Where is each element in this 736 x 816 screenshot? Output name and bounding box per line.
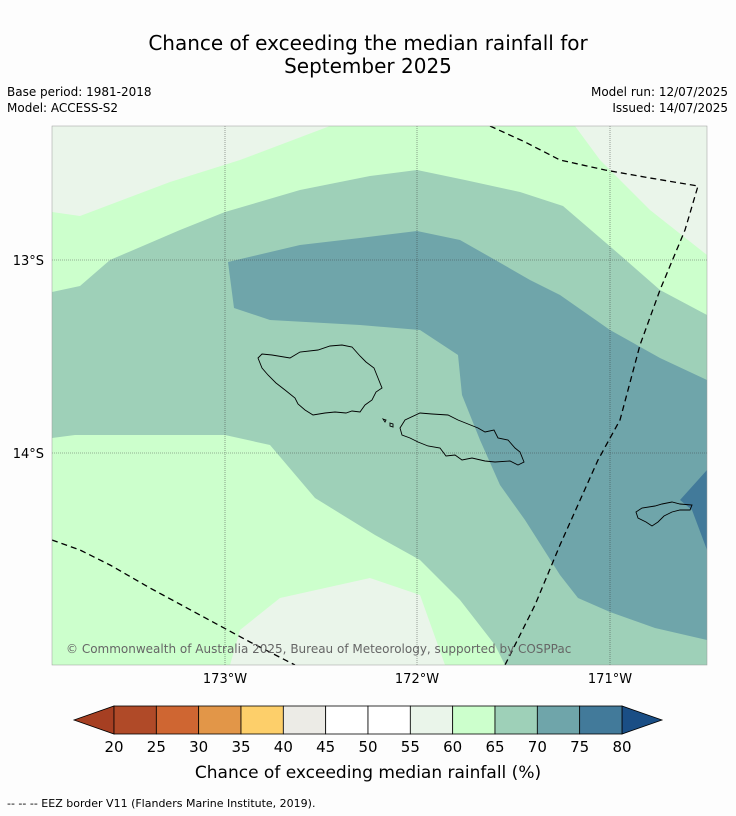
colorbar-tick-label: 65: [485, 738, 504, 756]
colorbar-tick-label: 35: [231, 738, 250, 756]
colorbar-segment: [536, 705, 581, 735]
map-frame: [51, 125, 708, 666]
colorbar-tick-label: 20: [104, 738, 123, 756]
colorbar-extend-low: [72, 705, 115, 735]
colorbar-segment: [409, 705, 454, 735]
savaii-island: [257, 344, 383, 416]
colorbar-tick-label: 30: [189, 738, 208, 756]
colorbar-tick-label: 60: [443, 738, 462, 756]
copyright-notice: © Commonwealth of Australia 2025, Bureau…: [66, 642, 571, 656]
colorbar-extend-high: [621, 705, 664, 735]
colorbar-segment: [452, 705, 496, 735]
colorbar: 20 25 30 35 40 45 50 55 60 65 70 75 80: [72, 705, 664, 756]
band-55-60-northwest: [52, 126, 330, 216]
eez-footnote: -- -- -- EEZ border V11 (Flanders Marine…: [7, 797, 316, 810]
small-islets: [381, 418, 394, 428]
colorbar-tick-label: 45: [316, 738, 335, 756]
colorbar-tick-label: 80: [612, 738, 631, 756]
colorbar-tick-label: 50: [358, 738, 377, 756]
colorbar-tick-label: 40: [274, 738, 293, 756]
model-run: Model run: 12/07/2025: [590, 85, 728, 99]
eez-borders: [52, 126, 699, 665]
colorbar-segment: [240, 705, 284, 735]
map-title-line1: Chance of exceeding the median rainfall …: [148, 31, 588, 55]
colorbar-segment: [113, 705, 157, 735]
tutuila-island: [635, 501, 693, 527]
base-period: Base period: 1981-2018: [7, 85, 152, 99]
colorbar-tick-label: 55: [401, 738, 420, 756]
band-70-75: [228, 231, 707, 640]
colorbar-segment: [155, 705, 200, 735]
band-55-60-northeast: [575, 126, 707, 255]
lat-label-14s: 14°S: [13, 447, 44, 462]
band-75-80: [680, 470, 707, 550]
colorbar-tick-label: 25: [147, 738, 166, 756]
colorbar-segment: [198, 705, 242, 735]
issued-date: Issued: 14/07/2025: [612, 101, 728, 115]
colorbar-segment: [494, 705, 538, 735]
islands: [257, 344, 693, 527]
colorbar-tick-label: 70: [528, 738, 547, 756]
colorbar-segment: [325, 705, 369, 735]
band-55-60-south: [230, 578, 445, 665]
colorbar-title: Chance of exceeding median rainfall (%): [195, 763, 541, 783]
lat-label-13s: 13°S: [13, 254, 44, 269]
upolu-island: [399, 412, 525, 466]
colorbar-segment: [579, 705, 623, 735]
colorbar-tick-label: 75: [570, 738, 589, 756]
colorbar-segment: [367, 705, 411, 735]
colorbar-segment: [282, 705, 327, 735]
model-name: Model: ACCESS-S2: [7, 101, 119, 115]
map-panel: © Commonwealth of Australia 2025, Bureau…: [52, 126, 707, 665]
lon-label-173w: 173°W: [203, 672, 247, 687]
map-title-line2: September 2025: [284, 54, 452, 78]
lon-label-171w: 171°W: [588, 672, 632, 687]
lon-label-172w: 172°W: [395, 672, 439, 687]
